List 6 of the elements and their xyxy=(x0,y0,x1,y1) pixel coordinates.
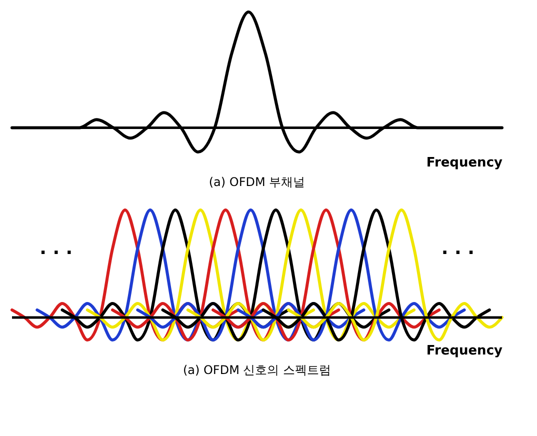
text: (a) OFDM 신호의 스펙트럼 xyxy=(182,363,332,377)
x-axis-title: Frequency xyxy=(426,344,504,358)
annotation: . . . xyxy=(441,238,474,259)
annotation: . . . xyxy=(40,238,73,259)
text: (a) OFDM 부채널 xyxy=(208,175,306,189)
x-axis-title: Frequency xyxy=(426,156,504,170)
